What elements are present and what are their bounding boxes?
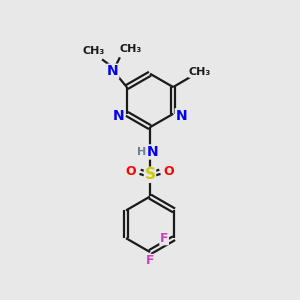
- Text: F: F: [146, 254, 154, 268]
- Text: O: O: [164, 165, 174, 178]
- Text: N: N: [107, 64, 119, 78]
- Text: N: N: [175, 109, 187, 123]
- Text: CH₃: CH₃: [189, 67, 211, 77]
- Text: N: N: [147, 145, 159, 159]
- Text: F: F: [160, 232, 168, 245]
- Text: CH₃: CH₃: [120, 44, 142, 54]
- Text: N: N: [113, 109, 125, 123]
- Text: S: S: [145, 167, 155, 182]
- Text: O: O: [126, 165, 136, 178]
- Text: H: H: [137, 147, 147, 157]
- Text: CH₃: CH₃: [82, 46, 104, 56]
